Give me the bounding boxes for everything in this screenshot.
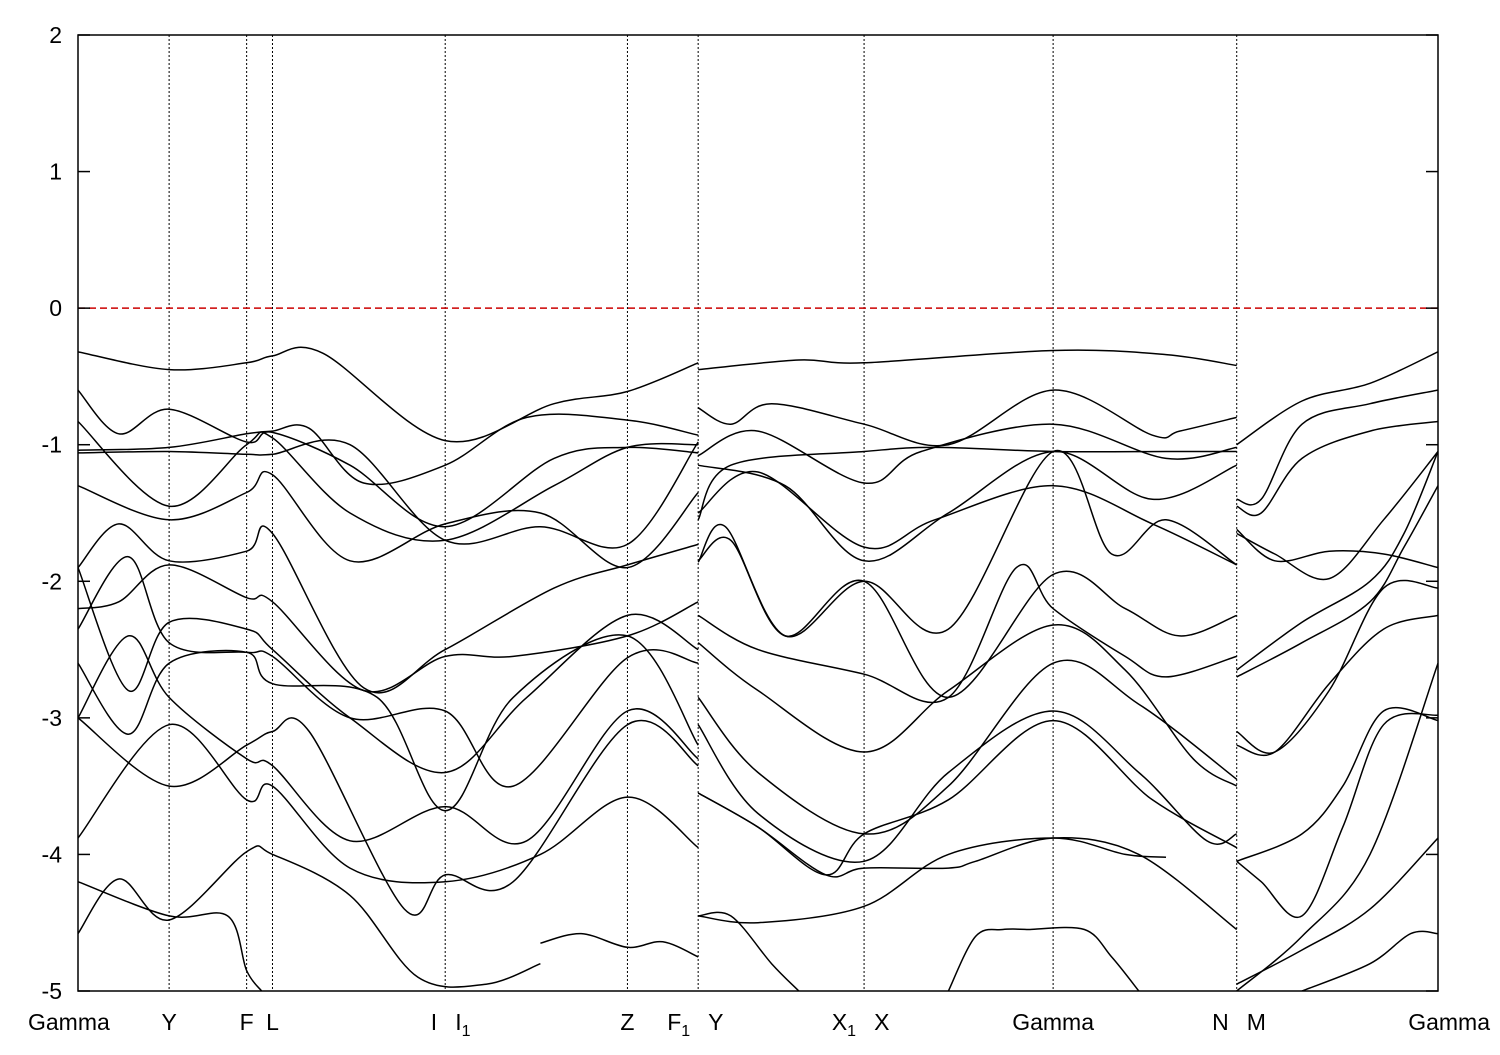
band-line-s2-b13 [1301, 930, 1438, 991]
x-tick-label: Gamma [28, 1009, 110, 1035]
x-tick-label: Gamma [1012, 1009, 1094, 1035]
band-line-s1-b13 [697, 792, 1238, 931]
band-line-s2-b9 [1236, 706, 1438, 862]
y-tick-label: -3 [42, 705, 62, 731]
band-line-s0-b8 [78, 567, 699, 774]
band-line-s0-b2 [78, 413, 699, 486]
band-line-s1-b14 [698, 837, 1167, 924]
band-line-s0-b7 [78, 564, 699, 693]
x-axis: Gamma Y F L I I1 Z F1 Y X1 X Gamma N M Gamma [28, 1009, 1490, 1040]
x-tick-label: X1 [832, 1009, 856, 1040]
y-axis: -5 -4 -3 -2 -1 0 1 2 [42, 22, 1438, 1004]
band-line-s1-b10 [697, 659, 1238, 835]
band-line-s2-b7 [1236, 579, 1438, 754]
band-line-s1-b0 [698, 349, 1237, 371]
band-line-s1-b9 [697, 624, 1238, 787]
band-line-s0-b3 [78, 439, 699, 549]
symmetry-lines [168, 35, 1238, 991]
band-line-s0-b1 [78, 389, 699, 528]
band-line-s1-b1 [697, 389, 1237, 447]
band-line-s0-b13 [78, 723, 699, 884]
band-line-s2-b8 [1236, 614, 1438, 757]
y-tick-label: -2 [42, 568, 62, 594]
band-line-s2-b0 [1236, 351, 1438, 446]
band-line-s2-b1 [1236, 389, 1438, 506]
band-line-s1-b5 [697, 470, 1238, 566]
band-line-s1-b15 [698, 911, 800, 991]
band-line-s1-b4 [698, 450, 1237, 562]
y-tick-label: -5 [42, 978, 62, 1004]
y-tick-label: -4 [42, 841, 63, 867]
band-line-s0-b15 [78, 880, 263, 991]
band-line-s2-b5 [1236, 451, 1438, 671]
band-lines [78, 346, 1438, 991]
band-line-s2-b10 [1236, 712, 1438, 919]
band-line-s2-b4 [1236, 528, 1438, 569]
y-tick-label: 2 [49, 22, 62, 48]
band-line-s0-b0 [78, 346, 699, 443]
band-line-s1-b2 [697, 423, 1237, 484]
band-line-s0-b6 [78, 523, 699, 694]
band-line-s0-b16 [540, 932, 699, 958]
x-tick-label: X [874, 1009, 889, 1035]
band-line-s1-b16 [947, 928, 1031, 991]
band-line-s2-b3 [1236, 451, 1438, 581]
x-tick-label: F [240, 1009, 254, 1035]
band-line-s2-b2 [1236, 420, 1438, 517]
band-line-s0-b10 [78, 634, 699, 812]
plot-border [77, 34, 1439, 992]
x-tick-label: N [1212, 1009, 1229, 1035]
y-tick-label: 1 [49, 159, 62, 185]
x-tick-label: L [266, 1009, 279, 1035]
x-tick-label: Y [708, 1009, 723, 1035]
band-line-s0-b11 [78, 635, 699, 845]
x-tick-label: I [431, 1009, 437, 1035]
x-tick-label: Z [620, 1009, 634, 1035]
x-tick-label: F1 [667, 1009, 690, 1040]
band-line-s2-b11 [1236, 837, 1438, 985]
plot-frame [77, 34, 1439, 992]
x-tick-label: Y [161, 1009, 176, 1035]
y-tick-label: -1 [42, 432, 62, 458]
band-line-s0-b9 [78, 555, 699, 788]
y-tick-label: 0 [49, 295, 62, 321]
band-line-s0-b4 [78, 420, 699, 542]
band-line-s2-b6 [1236, 485, 1438, 678]
band-line-s2-b12 [1236, 662, 1438, 991]
band-line-s1-b8 [697, 564, 1237, 704]
x-tick-label: Gamma [1408, 1009, 1490, 1035]
band-line-s0-b12 [78, 717, 699, 916]
band-line-s0-b14 [78, 845, 541, 988]
band-line-s1-b17 [1029, 926, 1140, 991]
band-line-s1-b3 [697, 446, 1237, 521]
band-line-s0-b5 [78, 470, 699, 569]
x-tick-label: I1 [455, 1009, 470, 1040]
x-tick-label: M [1247, 1009, 1266, 1035]
